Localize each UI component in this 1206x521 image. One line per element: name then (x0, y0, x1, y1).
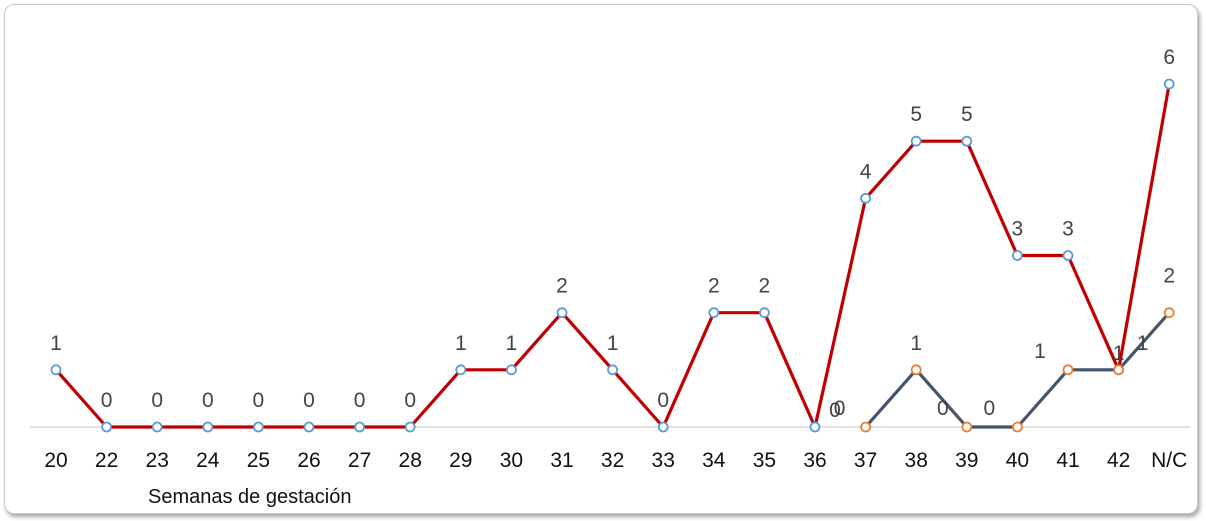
x-tick-label: 32 (601, 449, 624, 472)
data-label: 6 (1163, 46, 1175, 69)
x-tick-label: 26 (297, 449, 320, 472)
data-label: 0 (303, 389, 315, 412)
x-tick-layer: 20 22 23 24 25 26 27 28 29 30 31 32 33 34 35 36 37 38 39 40… (44, 449, 1187, 472)
data-point (252, 421, 264, 433)
data-label: 2 (708, 275, 720, 298)
x-tick-label: 28 (399, 449, 422, 472)
data-label: 2 (556, 275, 568, 298)
data-point (1012, 421, 1023, 433)
data-point (1062, 364, 1074, 376)
data-label: 0 (151, 389, 163, 412)
x-axis-label: Semanas de gestación (148, 486, 351, 508)
data-label: 1 (455, 332, 467, 355)
data-label: 0 (937, 397, 949, 420)
x-tick-label: 27 (348, 449, 371, 472)
data-label: 2 (759, 275, 771, 298)
data-point (1062, 250, 1074, 261)
series-1 (50, 78, 1175, 433)
x-tick-label: 31 (550, 449, 573, 472)
data-label: 1 (1137, 332, 1149, 355)
data-label: 1 (607, 332, 619, 355)
data-label: 4 (860, 160, 872, 183)
data-label: 3 (1012, 218, 1024, 241)
data-label: 1 (1113, 342, 1125, 365)
data-point (961, 421, 973, 433)
x-tick-label: 39 (955, 449, 978, 472)
x-tick-label: 41 (1056, 449, 1079, 472)
series-layer (50, 78, 1175, 433)
data-label: 0 (984, 397, 996, 420)
data-label: 1 (506, 332, 518, 355)
x-tick-label: 37 (854, 449, 877, 472)
data-point (303, 421, 315, 433)
x-tick-label: 40 (1006, 449, 1029, 472)
data-label: 0 (101, 389, 113, 412)
data-point (860, 192, 871, 204)
data-point (404, 421, 416, 433)
x-tick-label: 30 (500, 449, 523, 472)
data-point (556, 307, 568, 319)
x-tick-label: N/C (1151, 449, 1187, 472)
x-tick-label: 33 (652, 449, 675, 472)
data-label: 0 (829, 399, 841, 422)
data-label: 0 (404, 389, 416, 412)
x-tick-label: 38 (905, 449, 928, 472)
data-label: 5 (961, 103, 973, 126)
data-point (607, 364, 618, 376)
series-line (54, 82, 1171, 429)
data-point (860, 421, 871, 433)
x-tick-label: 42 (1107, 449, 1130, 472)
data-point (910, 364, 922, 376)
data-point (809, 421, 821, 433)
data-label: 0 (657, 389, 669, 412)
data-point (910, 135, 922, 147)
data-point (354, 421, 366, 433)
data-point (101, 421, 112, 433)
data-label: 1 (1034, 340, 1046, 363)
data-point (50, 364, 62, 376)
data-point (1012, 250, 1023, 261)
x-tick-label: 36 (803, 449, 826, 472)
data-point (202, 421, 214, 433)
data-label: 2 (1163, 265, 1175, 288)
data-label: 3 (1062, 218, 1074, 241)
x-tick-label: 29 (449, 449, 472, 472)
data-label: 1 (50, 332, 62, 355)
data-point (657, 421, 669, 433)
data-label: 0 (202, 389, 214, 412)
data-point (151, 421, 163, 433)
data-label: 5 (910, 103, 922, 126)
x-tick-label: 34 (702, 449, 726, 472)
data-point (759, 307, 770, 319)
x-tick-label: 23 (146, 449, 169, 472)
data-point (961, 135, 973, 147)
series-2 (860, 307, 1175, 433)
data-point (708, 307, 720, 319)
data-label: 0 (354, 389, 366, 412)
x-tick-label: 22 (95, 449, 118, 472)
x-tick-label: 35 (753, 449, 776, 472)
x-tick-label: 24 (196, 449, 220, 472)
data-label: 0 (834, 397, 846, 420)
data-point (1163, 307, 1175, 319)
data-point (1163, 78, 1175, 90)
data-label: 0 (253, 389, 265, 412)
x-tick-label: 25 (247, 449, 270, 472)
data-point (1113, 364, 1124, 376)
data-point (455, 364, 467, 376)
data-point (505, 364, 517, 376)
data-label: 1 (910, 332, 922, 355)
x-tick-label: 20 (44, 449, 67, 472)
